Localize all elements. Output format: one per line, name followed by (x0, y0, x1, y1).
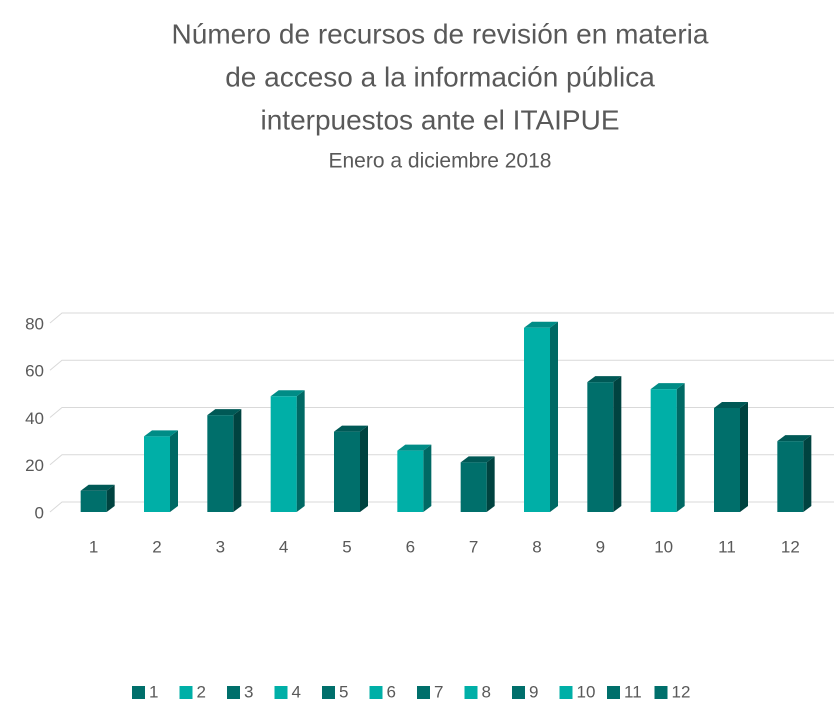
bar-top (207, 409, 242, 416)
bar-side (486, 456, 495, 512)
y-tick-label: 40 (25, 409, 44, 428)
bar-top (714, 402, 748, 409)
legend-swatch (274, 686, 288, 699)
bar-side (613, 376, 622, 512)
legend-swatch (417, 686, 430, 699)
bar (650, 383, 685, 512)
bar (144, 430, 178, 512)
legend-label: 4 (292, 682, 301, 701)
bar-front (460, 462, 487, 512)
bar-top (650, 383, 685, 390)
x-tick-label: 6 (406, 537, 415, 556)
x-tick-label: 9 (596, 537, 605, 556)
legend-label: 9 (529, 682, 538, 701)
bar-side (233, 409, 242, 512)
bar (524, 321, 558, 512)
chart-title: interpuestos ante el ITAIPUE (261, 104, 620, 135)
chart-subtitle: Enero a diciembre 2018 (329, 150, 552, 173)
bar-front (587, 382, 614, 512)
x-tick-label: 3 (216, 537, 225, 556)
bar-front (777, 441, 804, 512)
bar-front (334, 431, 360, 512)
bar-side (106, 484, 115, 512)
legend-label: 12 (672, 682, 691, 701)
bar (714, 402, 748, 512)
legend-label: 10 (577, 682, 596, 701)
grid-line (49, 501, 834, 513)
legend-label: 1 (149, 682, 158, 701)
legend-swatch (607, 686, 620, 699)
x-tick-label: 11 (718, 537, 736, 556)
legend-swatch (227, 686, 240, 699)
chart-title: Número de recursos de revisión en materi… (172, 18, 709, 49)
y-tick-label: 0 (35, 503, 44, 522)
grid-line (49, 312, 834, 324)
x-tick-label: 4 (279, 537, 288, 556)
bar-top (524, 321, 558, 328)
bar-side (423, 444, 432, 512)
x-tick-label: 1 (89, 537, 98, 556)
legend-label: 7 (434, 682, 443, 701)
bar (207, 409, 242, 512)
bar-front (524, 327, 550, 512)
bar (587, 376, 622, 512)
legend-swatch (512, 686, 525, 699)
legend-label: 11 (624, 682, 642, 701)
x-tick-label: 12 (781, 537, 800, 556)
legend-swatch (369, 686, 383, 699)
bar-top (460, 456, 495, 463)
bar-top (80, 484, 115, 491)
bar-side (676, 383, 685, 512)
y-tick-label: 60 (25, 362, 44, 381)
grid-line (49, 454, 834, 466)
bar-side (296, 390, 305, 512)
bar (270, 390, 305, 512)
bar-front (270, 396, 297, 512)
grid-line (49, 359, 834, 371)
x-tick-label: 8 (532, 537, 541, 556)
legend-swatch (559, 686, 573, 699)
y-tick-label: 80 (25, 314, 44, 333)
bar-top (587, 376, 622, 383)
bar-top (777, 435, 812, 442)
legend-swatch (132, 686, 145, 699)
legend-label: 3 (244, 682, 253, 701)
bar-top (270, 390, 305, 397)
y-tick-label: 20 (25, 456, 44, 475)
legend-label: 5 (339, 682, 348, 701)
bar (777, 435, 812, 512)
legend-swatch (654, 686, 668, 699)
bar-front (650, 389, 677, 512)
bar-side (803, 435, 812, 512)
x-tick-label: 2 (152, 537, 161, 556)
legend-label: 8 (482, 682, 491, 701)
legend-label: 2 (197, 682, 206, 701)
legend-swatch (464, 686, 478, 699)
x-tick-label: 10 (654, 537, 673, 556)
x-tick-label: 7 (469, 537, 478, 556)
legend-label: 6 (387, 682, 396, 701)
bar (334, 425, 368, 512)
bar-side (550, 321, 558, 512)
chart-title: de acceso a la información pública (225, 61, 655, 92)
grid-line (49, 407, 834, 418)
bar (397, 444, 432, 512)
x-tick-label: 5 (342, 537, 351, 556)
legend-swatch (322, 686, 335, 699)
bar-front (397, 450, 424, 512)
bar (460, 456, 495, 512)
bar-side (360, 425, 368, 512)
bar-top (334, 425, 368, 432)
legend-swatch (179, 686, 193, 699)
bar-front (207, 415, 234, 512)
bar-top (397, 444, 432, 451)
bar-front (80, 490, 107, 512)
bar (80, 484, 115, 512)
bar-top (144, 430, 178, 437)
bar-side (740, 402, 748, 512)
bar-side (170, 430, 178, 512)
bar-front (714, 408, 740, 512)
bar-front (144, 436, 170, 512)
